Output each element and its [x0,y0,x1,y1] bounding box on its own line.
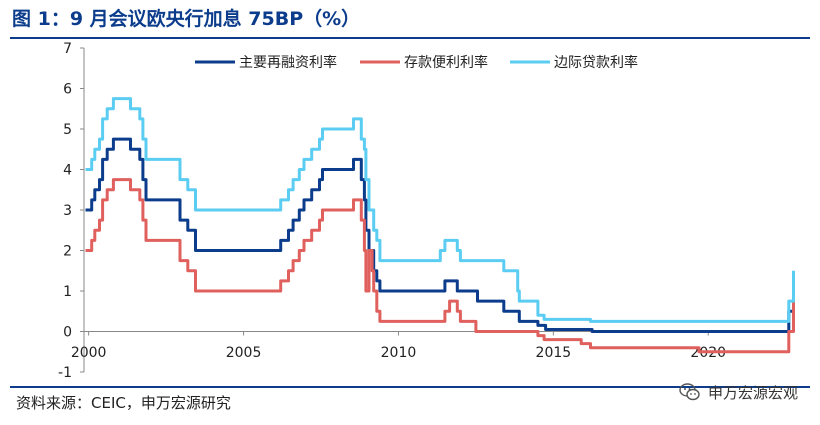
watermark-text: 申万宏源宏观 [707,383,798,402]
x-tick-label: 2015 [536,345,572,361]
x-tick-label: 2005 [226,345,262,361]
chart-legend: 主要再融资利率 存款便利利率 边际贷款利率 [195,54,638,71]
series-line-deposit [85,178,795,354]
legend-label-main_refi: 主要再融资利率 [239,54,337,71]
chart-title: 图 1：9 月会议欧央行加息 75BP（%） [12,8,361,30]
x-tick-label: 2000 [71,345,107,361]
y-tick-label: 5 [63,122,72,138]
y-tick-label: 2 [63,244,72,260]
source-note: 资料来源：CEIC，申万宏源研究 [16,394,231,412]
y-tick-label: 0 [63,325,72,341]
title-rule [10,37,810,39]
wechat-icon [679,383,700,401]
chart-series-lines [85,97,795,354]
y-tick-label: 6 [63,82,72,98]
y-tick-label: 4 [63,163,72,179]
footer-rule [10,386,810,388]
y-tick-label: 1 [63,284,72,300]
x-tick-label: 2010 [381,345,417,361]
y-tick-label: 7 [63,41,72,57]
legend-label-deposit: 存款便利利率 [404,54,488,71]
series-line-main_refi [85,137,795,333]
watermark: 申万宏源宏观 [678,380,798,404]
y-tick-label: -1 [58,365,72,381]
legend-label-marginal_lending: 边际贷款利率 [554,54,638,71]
series-line-marginal_lending [85,97,795,323]
y-tick-label: 3 [63,203,72,219]
